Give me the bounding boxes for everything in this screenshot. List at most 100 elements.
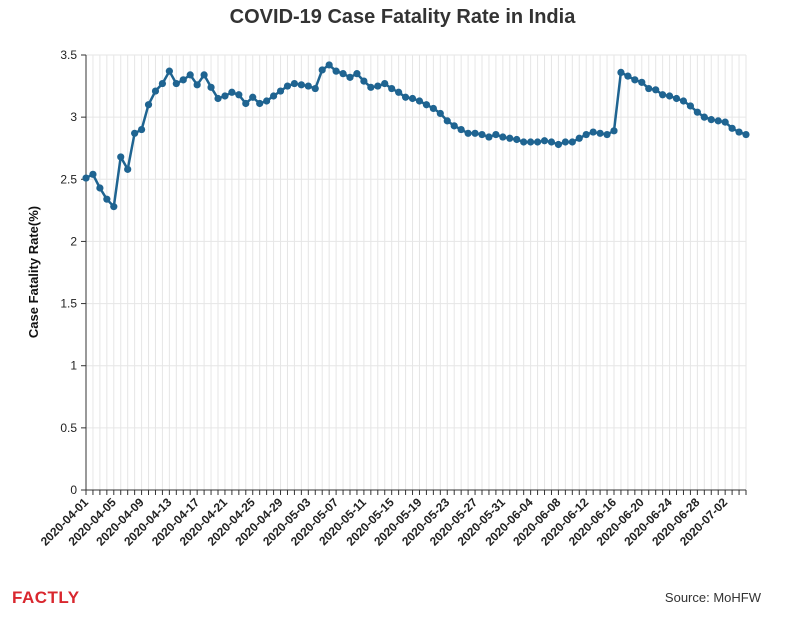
data-point <box>360 77 368 85</box>
data-point <box>325 61 333 69</box>
y-tick-label: 0 <box>70 483 77 497</box>
data-point <box>193 81 201 89</box>
data-point <box>679 97 688 105</box>
data-point <box>381 79 389 88</box>
axis-layer <box>81 54 747 495</box>
data-point <box>520 138 528 146</box>
data-point <box>228 88 236 96</box>
data-point <box>353 70 361 78</box>
data-point <box>443 117 451 125</box>
data-point <box>527 138 535 146</box>
data-point <box>374 82 382 90</box>
data-point <box>596 129 604 137</box>
data-point <box>158 79 167 88</box>
data-point <box>686 102 695 110</box>
data-point <box>256 99 264 108</box>
source-note: Source: MoHFW <box>664 590 761 605</box>
data-point <box>693 108 701 116</box>
data-point <box>96 184 104 192</box>
data-point <box>436 109 444 118</box>
series-layer <box>82 61 750 211</box>
data-point <box>610 127 618 135</box>
data-point <box>659 91 667 99</box>
data-point <box>499 133 507 141</box>
data-point <box>582 130 590 139</box>
data-point <box>290 79 299 88</box>
y-tick-label: 0.5 <box>60 421 77 435</box>
data-point <box>235 91 243 99</box>
data-point <box>263 97 271 105</box>
data-point <box>665 92 674 100</box>
data-point <box>638 78 646 86</box>
data-point <box>617 68 625 76</box>
data-point <box>144 101 153 109</box>
y-tick-labels: 0 0.5 1 1.5 2 2.5 3 3.5 <box>60 48 77 497</box>
data-point <box>89 170 97 178</box>
data-point <box>221 92 229 100</box>
factly-logo: FACTLY <box>12 586 94 613</box>
data-point <box>311 84 319 93</box>
data-point <box>735 128 743 136</box>
data-point <box>575 134 583 142</box>
data-point <box>131 129 139 137</box>
data-point <box>415 97 424 105</box>
y-axis-title: Case Fatality Rate(%) <box>26 206 41 338</box>
data-point <box>450 122 458 130</box>
data-point <box>165 67 173 75</box>
data-point <box>471 129 479 137</box>
data-point <box>401 93 410 101</box>
grid-layer <box>85 54 747 491</box>
data-point <box>82 174 90 182</box>
data-point <box>200 71 208 79</box>
data-point <box>561 138 569 146</box>
data-point <box>283 82 292 90</box>
data-point <box>276 87 285 95</box>
data-point <box>110 203 118 211</box>
data-point <box>554 140 563 149</box>
data-point <box>408 94 417 103</box>
data-point <box>339 70 347 78</box>
data-point <box>367 83 375 91</box>
data-point <box>464 129 472 137</box>
data-point <box>492 130 500 139</box>
data-point <box>624 72 632 80</box>
data-point <box>318 66 326 74</box>
chart-title: COVID-19 Case Fatality Rate in India <box>229 6 576 28</box>
data-point <box>124 165 132 173</box>
data-point <box>485 133 493 141</box>
y-tick-label: 2.5 <box>60 172 77 186</box>
data-point <box>457 125 465 134</box>
data-point <box>304 82 312 90</box>
data-point <box>506 134 514 142</box>
data-point <box>631 76 639 84</box>
data-point <box>603 130 611 139</box>
data-point <box>207 83 215 91</box>
data-point <box>249 93 257 101</box>
y-tick-label: 3.5 <box>60 48 77 62</box>
data-point <box>214 94 222 103</box>
data-point <box>700 113 708 121</box>
svg-text:FACTLY: FACTLY <box>12 588 80 607</box>
data-point <box>395 88 403 96</box>
data-point <box>242 99 250 108</box>
data-point <box>117 153 125 161</box>
data-point <box>547 138 556 146</box>
data-point <box>422 101 431 109</box>
data-point <box>513 135 521 144</box>
data-point <box>533 138 542 146</box>
x-tick-labels: 2020-04-012020-04-052020-04-092020-04-13… <box>38 495 731 549</box>
data-point <box>721 118 729 126</box>
data-point <box>568 138 576 146</box>
data-point <box>186 71 194 79</box>
y-tick-label: 2 <box>70 234 77 248</box>
data-point <box>714 117 722 125</box>
data-point <box>179 76 187 84</box>
data-point <box>388 84 396 93</box>
data-point <box>478 130 486 139</box>
y-tick-label: 1.5 <box>60 297 77 311</box>
data-point <box>652 86 660 94</box>
data-point <box>589 128 597 136</box>
data-point <box>742 130 750 139</box>
data-point <box>137 125 146 134</box>
data-point <box>429 104 437 113</box>
